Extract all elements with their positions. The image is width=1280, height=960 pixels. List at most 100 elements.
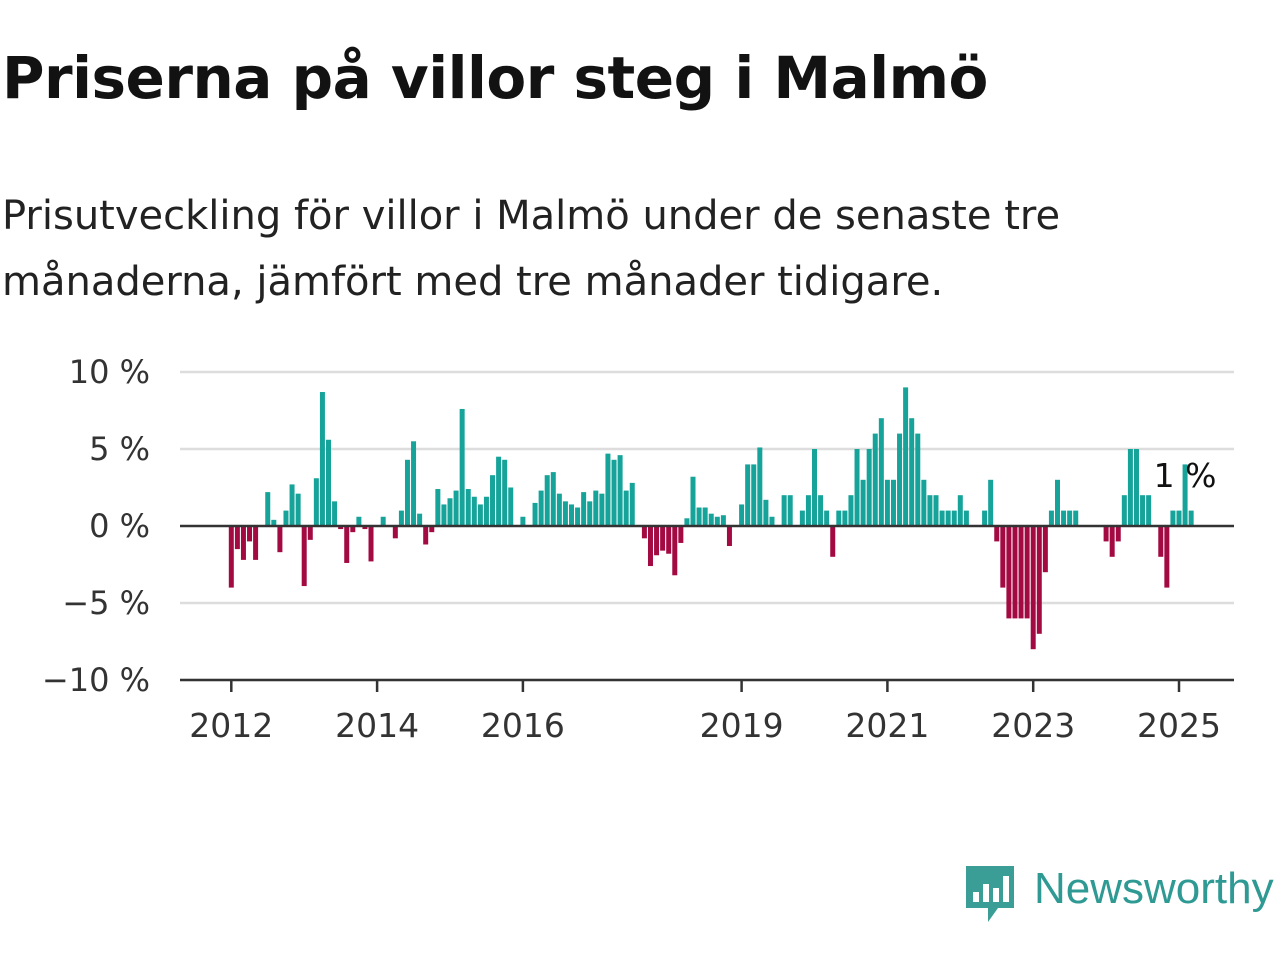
y-tick-label: −10 %	[42, 661, 150, 699]
bar	[569, 504, 574, 526]
bar	[1012, 526, 1018, 619]
bar	[441, 504, 447, 526]
bar	[927, 495, 933, 526]
bar	[356, 516, 362, 526]
bar	[1121, 495, 1127, 526]
bar	[247, 526, 253, 542]
bar	[714, 516, 720, 526]
bar	[253, 526, 259, 560]
bar	[1140, 495, 1146, 526]
bar	[726, 526, 732, 547]
bar	[1048, 510, 1054, 526]
x-tick-label: 2025	[1137, 706, 1221, 745]
bar	[417, 513, 423, 526]
bar	[1146, 495, 1152, 526]
x-tick-label: 2012	[189, 706, 273, 745]
bar	[295, 493, 301, 526]
bar	[751, 464, 757, 526]
bar	[915, 433, 921, 526]
bar	[1006, 526, 1012, 619]
bar	[988, 479, 994, 526]
bar	[562, 501, 568, 526]
bar	[799, 510, 805, 526]
bar	[326, 439, 331, 526]
bar	[532, 502, 538, 526]
x-tick-label: 2021	[845, 706, 929, 745]
bar	[666, 526, 672, 554]
bar	[720, 515, 726, 526]
bar	[890, 479, 896, 526]
bar	[1133, 449, 1139, 526]
bar	[629, 482, 635, 526]
bar	[234, 526, 240, 550]
bar	[301, 526, 307, 587]
bar	[884, 479, 890, 526]
bar	[921, 479, 927, 526]
bar	[332, 501, 338, 526]
bar	[459, 408, 465, 526]
bar	[660, 526, 666, 551]
bar	[678, 526, 684, 543]
newsworthy-logo-icon	[966, 866, 1014, 922]
bar	[897, 433, 903, 526]
y-tick-label: 10 %	[69, 353, 150, 391]
x-tick-label: 2023	[991, 706, 1075, 745]
bar	[963, 510, 969, 526]
bar	[404, 459, 410, 526]
bar	[982, 510, 988, 526]
bar	[538, 490, 544, 526]
bar	[228, 526, 234, 588]
bar	[672, 526, 678, 576]
bar	[1164, 526, 1170, 588]
bar	[824, 510, 830, 526]
bar	[951, 510, 957, 526]
bar	[739, 504, 745, 526]
bar	[696, 507, 702, 526]
bar	[830, 526, 836, 557]
bar	[502, 459, 508, 526]
bar	[392, 526, 398, 539]
bar	[611, 459, 617, 526]
bar	[277, 526, 283, 553]
bar	[848, 495, 854, 526]
bar	[1055, 479, 1060, 526]
x-tick-label: 2019	[700, 706, 784, 745]
bar	[957, 495, 963, 526]
bar	[781, 495, 787, 526]
annotations: 1 %	[1154, 456, 1217, 495]
bar	[435, 489, 441, 526]
bar	[708, 513, 714, 526]
bar	[283, 510, 289, 526]
bar	[1061, 510, 1067, 526]
bar	[490, 475, 496, 526]
bar	[289, 484, 295, 526]
bar	[471, 496, 477, 526]
bar	[398, 510, 404, 526]
x-tick-label: 2016	[481, 706, 565, 745]
bar	[350, 526, 356, 533]
x-axis-ticks: 2012 2014 2016 2019 2021 2023 2025	[189, 680, 1221, 745]
bar	[787, 495, 793, 526]
bar	[271, 519, 277, 526]
bar	[647, 526, 653, 567]
bar	[544, 475, 550, 526]
bar	[1036, 526, 1042, 634]
bar	[860, 479, 866, 526]
bar	[805, 495, 811, 526]
bar	[684, 518, 690, 526]
bar	[411, 441, 417, 526]
bar	[933, 495, 939, 526]
bar	[362, 526, 368, 530]
y-axis-ticks: 10 % 5 % 0 % −5 % −10 %	[42, 353, 150, 699]
bar	[812, 449, 817, 526]
bar	[1127, 449, 1133, 526]
bar	[757, 447, 763, 526]
bar	[623, 490, 629, 526]
data-label: 1 %	[1154, 456, 1217, 495]
bar	[453, 490, 459, 526]
bar	[447, 498, 453, 526]
bar	[477, 504, 483, 526]
bar	[945, 510, 951, 526]
bar	[1103, 526, 1109, 542]
y-tick-label: 0 %	[89, 507, 150, 545]
